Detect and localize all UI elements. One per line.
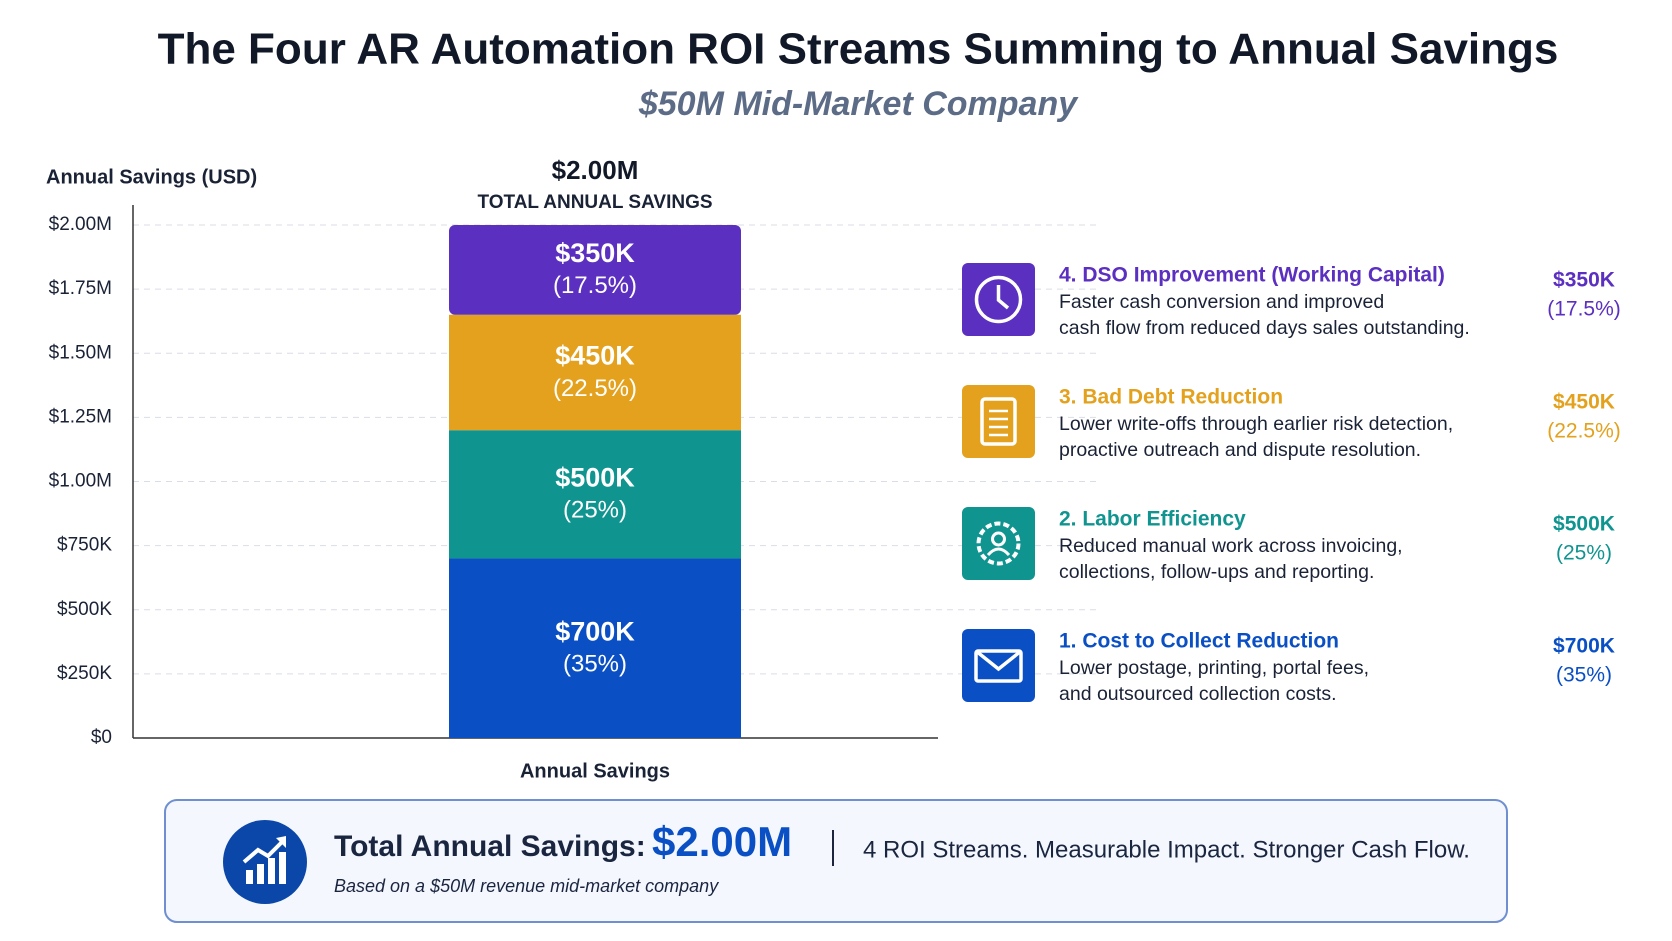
footer-label: Total Annual Savings:	[334, 830, 646, 863]
legend-description: cash flow from reduced days sales outsta…	[1059, 317, 1470, 339]
legend-description: Reduced manual work across invoicing,	[1059, 535, 1403, 557]
legend-description: Faster cash conversion and improved	[1059, 291, 1384, 313]
legend-item: 1. Cost to Collect Reduction Lower postag…	[962, 629, 1615, 705]
icon-glyph	[991, 531, 1006, 547]
y-tick-label: $1.75M	[49, 278, 112, 299]
legend-title: 1. Cost to Collect Reduction	[1059, 630, 1339, 653]
legend-share: (17.5%)	[1547, 298, 1621, 321]
icon-glyph	[976, 521, 1021, 566]
y-tick-label: $1.25M	[49, 406, 112, 427]
bar-share-label: (35%)	[563, 651, 627, 678]
y-tick-label: $750K	[57, 535, 112, 556]
y-tick-label: $500K	[57, 599, 112, 620]
legend-description: proactive outreach and dispute resolutio…	[1059, 439, 1421, 461]
footer-total: $2.00M	[652, 818, 792, 865]
y-axis-title: Annual Savings (USD)	[46, 166, 257, 188]
bar-segment	[449, 430, 741, 559]
icon-glyph	[974, 649, 1023, 672]
icon-glyph	[980, 397, 1017, 446]
legend-value: $700K	[1553, 635, 1615, 658]
y-tick-label: $0	[91, 727, 112, 748]
legend-item: 4. DSO Improvement (Working Capital) Fast…	[962, 263, 1621, 339]
legend-description: and outsourced collection costs.	[1059, 683, 1337, 705]
x-tick-label: Annual Savings	[520, 760, 670, 782]
legend-description: Lower write-offs through earlier risk de…	[1059, 413, 1453, 435]
footer-icon	[223, 820, 307, 904]
bar-segment	[449, 558, 741, 738]
footer-box	[164, 799, 1508, 923]
footer-icon-glyph	[242, 836, 286, 884]
legend-description: collections, follow-ups and reporting.	[1059, 561, 1374, 583]
icon-glyph	[986, 547, 1011, 557]
y-tick-label: $1.50M	[49, 342, 112, 363]
legend-share: (35%)	[1556, 664, 1612, 687]
y-tick-label: $250K	[57, 663, 112, 684]
legend-value: $450K	[1553, 391, 1615, 414]
legend-share: (25%)	[1556, 542, 1612, 565]
footer-tagline: 4 ROI Streams. Measurable Impact. Strong…	[863, 836, 1470, 863]
bar-share-label: (25%)	[563, 497, 627, 524]
bar-share-label: (17.5%)	[553, 272, 637, 299]
legend-value: $500K	[1553, 513, 1615, 536]
legend-value: $350K	[1553, 269, 1615, 292]
y-tick-label: $2.00M	[49, 214, 112, 235]
chart-subtitle: $50M Mid-Market Company	[638, 85, 1079, 123]
bar-value-label: $700K	[555, 616, 635, 646]
footer-note: Based on a $50M revenue mid-market compa…	[334, 876, 719, 896]
icon-glyph	[974, 275, 1023, 324]
legend-title: 2. Labor Efficiency	[1059, 508, 1246, 531]
bar-segment	[449, 225, 741, 315]
legend-description: Lower postage, printing, portal fees,	[1059, 657, 1369, 679]
chart-title: The Four AR Automation ROI Streams Summi…	[158, 25, 1559, 74]
legend-item: 2. Labor Efficiency Reduced manual work a…	[962, 507, 1615, 583]
legend-title: 3. Bad Debt Reduction	[1059, 386, 1283, 409]
bar-value-label: $500K	[555, 462, 635, 492]
bar-segment	[449, 314, 741, 431]
icon-glyph	[996, 285, 1010, 310]
legend-title: 4. DSO Improvement (Working Capital)	[1059, 264, 1445, 287]
legend-share: (22.5%)	[1547, 420, 1621, 443]
bar-value-label: $350K	[555, 238, 635, 268]
legend-icon	[962, 629, 1035, 702]
footer: Total Annual Savings: $2.00M 4 ROI Strea…	[164, 799, 1508, 923]
total-caption: TOTAL ANNUAL SAVINGS	[477, 192, 712, 213]
total-value: $2.00M	[552, 155, 639, 185]
legend-icon	[962, 385, 1035, 458]
bar-share-label: (22.5%)	[553, 375, 637, 402]
legend-item: 3. Bad Debt Reduction Lower write-offs th…	[962, 385, 1621, 461]
y-tick-label: $1.00M	[49, 471, 112, 492]
icon-glyph	[974, 649, 1023, 683]
bar-value-label: $450K	[555, 341, 635, 371]
